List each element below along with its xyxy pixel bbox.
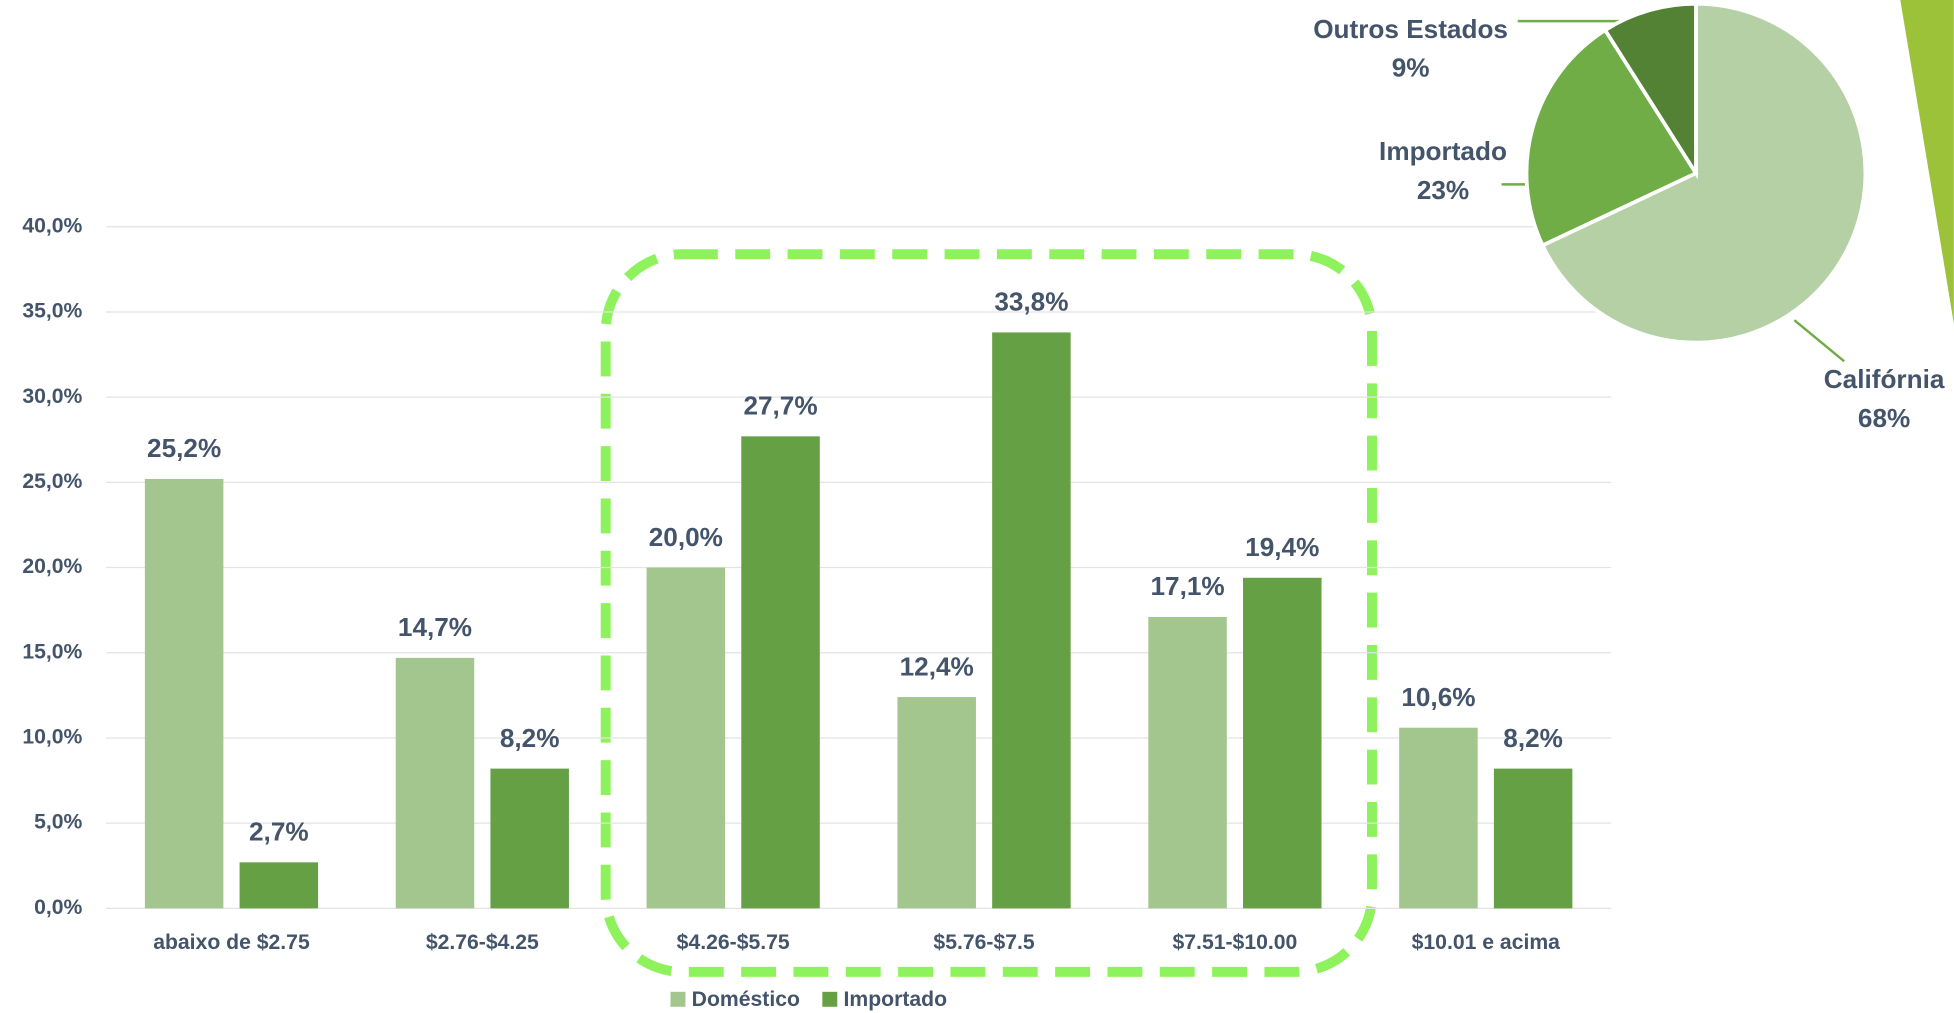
data-label: 8,2%: [500, 723, 560, 753]
bar: [395, 657, 475, 909]
data-label: 25,2%: [147, 433, 221, 463]
data-label: 14,7%: [398, 612, 472, 642]
legend-label: Importado: [844, 988, 948, 1011]
legend-label: Doméstico: [692, 988, 800, 1011]
pie-value-label: 68%: [1858, 403, 1910, 433]
x-tick-label: $2.76-$4.25: [426, 931, 539, 954]
y-tick-label: 25,0%: [22, 470, 82, 493]
data-label: 17,1%: [1150, 571, 1224, 601]
data-label: 8,2%: [1503, 723, 1563, 753]
data-label: 19,4%: [1245, 532, 1319, 562]
pie-label: Importado: [1379, 136, 1507, 166]
legend-swatch: [670, 991, 686, 1007]
x-tick-label: $10.01 e acima: [1412, 931, 1561, 954]
bar: [1493, 768, 1573, 909]
data-label: 33,8%: [994, 287, 1068, 317]
data-label: 27,7%: [743, 391, 817, 421]
pie-value-label: 23%: [1417, 175, 1469, 205]
y-tick-label: 0,0%: [34, 896, 82, 919]
y-tick-label: 5,0%: [34, 811, 82, 834]
decoration: [1900, 0, 1954, 324]
bar: [741, 436, 820, 909]
y-tick-label: 15,0%: [22, 640, 82, 663]
data-label: 12,4%: [900, 651, 974, 681]
data-label: 10,6%: [1401, 682, 1475, 712]
bar: [992, 332, 1071, 909]
highlight-box: [600, 249, 1377, 977]
bar: [144, 478, 224, 909]
y-tick-label: 30,0%: [22, 385, 82, 408]
data-label: 2,7%: [249, 817, 309, 847]
y-tick-label: 10,0%: [22, 726, 82, 749]
x-tick-label: $4.26-$5.75: [677, 931, 790, 954]
bar: [1243, 577, 1322, 909]
pie-label: Outros Estados: [1313, 14, 1508, 44]
pie-label: Califórnia: [1824, 364, 1945, 394]
bar: [646, 567, 726, 909]
bar: [1148, 616, 1227, 909]
data-label: 20,0%: [649, 522, 723, 552]
x-tick-label: $7.51-$10.00: [1173, 931, 1298, 954]
y-tick-label: 40,0%: [22, 214, 82, 237]
pie-value-label: 9%: [1392, 53, 1430, 83]
bar: [1399, 727, 1478, 909]
x-tick-label: $5.76-$7.5: [933, 931, 1034, 954]
bar: [897, 697, 976, 909]
pie-slice: [1524, 27, 1699, 248]
pie-slice: [1602, 1, 1698, 180]
bar: [239, 862, 319, 909]
y-tick-label: 35,0%: [22, 300, 82, 323]
pie-slice: [1540, 1, 1868, 345]
legend-swatch: [822, 991, 838, 1007]
bar: [490, 768, 569, 909]
x-tick-label: abaixo de $2.75: [153, 931, 310, 954]
y-tick-label: 20,0%: [22, 555, 82, 578]
